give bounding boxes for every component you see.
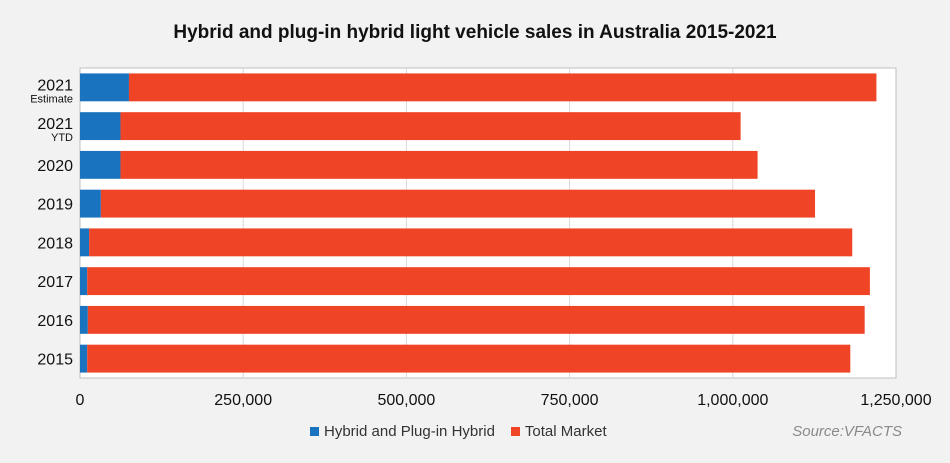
legend-swatch-hybrid — [310, 427, 319, 436]
y-tick-label: 2018 — [37, 235, 73, 252]
bar-hybrid — [80, 344, 88, 373]
legend-label-total: Total Market — [524, 423, 607, 440]
y-tick-label: 2021 — [37, 116, 73, 133]
legend-label-hybrid: Hybrid and Plug-in Hybrid — [324, 423, 495, 440]
y-tick-label: 2017 — [37, 274, 73, 291]
x-tick-label: 1,000,000 — [697, 392, 768, 409]
y-tick-label: 2015 — [37, 352, 73, 369]
y-tick-label: 2019 — [37, 197, 73, 214]
bar-hybrid — [80, 267, 88, 296]
bar-hybrid — [80, 228, 90, 257]
bar-total-market — [87, 305, 865, 334]
bar-total-market — [100, 189, 816, 218]
bars — [80, 73, 877, 373]
legend-swatch-total — [510, 427, 520, 436]
x-tick-label: 750,000 — [541, 392, 599, 409]
bar-total-market — [120, 112, 741, 141]
x-axis-labels: 0 250,000 500,000 750,000 1,000,000 1,250,000 — [76, 392, 932, 409]
legend-item-total: Total Market — [510, 423, 607, 440]
x-tick-label: 250,000 — [214, 392, 272, 409]
x-tick-label: 500,000 — [377, 392, 435, 409]
chart-title: Hybrid and plug-in hybrid light vehicle … — [173, 22, 777, 43]
legend: Hybrid and Plug-in Hybrid Total Market — [310, 423, 623, 440]
source-note: Source:VFACTS — [792, 423, 902, 440]
bar-total-market — [89, 228, 853, 257]
bar-total-market — [128, 73, 877, 102]
y-tick-label: 2021 — [37, 77, 73, 94]
bar-total-market — [87, 267, 870, 296]
bar-hybrid — [80, 73, 129, 102]
y-axis-labels: 2021Estimate2021YTD202020192018201720162… — [30, 77, 73, 368]
legend-item-hybrid: Hybrid and Plug-in Hybrid — [310, 423, 495, 440]
bar-total-market — [87, 344, 851, 373]
x-tick-label: 0 — [76, 392, 85, 409]
y-tick-label: 2020 — [37, 158, 73, 175]
x-tick-label: 1,250,000 — [860, 392, 931, 409]
bar-total-market — [120, 150, 758, 179]
bar-hybrid — [80, 305, 88, 334]
bar-hybrid — [80, 189, 101, 218]
y-tick-label: 2016 — [37, 313, 73, 330]
bar-hybrid — [80, 150, 121, 179]
y-tick-sublabel: Estimate — [30, 93, 73, 105]
bar-hybrid — [80, 112, 121, 141]
y-tick-sublabel: YTD — [51, 132, 73, 144]
